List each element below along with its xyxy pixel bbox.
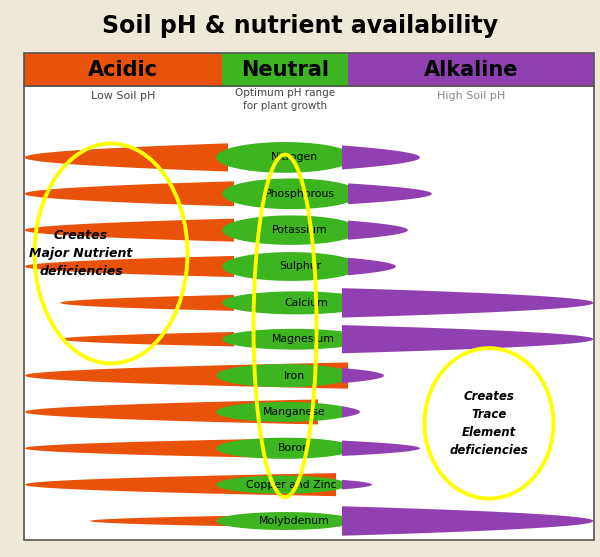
Polygon shape [216,142,354,173]
Polygon shape [222,329,366,350]
Polygon shape [24,143,228,172]
Polygon shape [342,506,594,536]
Text: Copper and Zinc: Copper and Zinc [246,480,336,490]
Polygon shape [222,216,360,245]
Text: Nitrogen: Nitrogen [271,153,317,163]
Text: Molybdenum: Molybdenum [259,516,329,526]
Polygon shape [216,364,354,387]
Bar [222,53,348,86]
Text: Soil pH & nutrient availability: Soil pH & nutrient availability [102,14,498,38]
Polygon shape [222,178,360,209]
Bar [348,53,594,86]
Bar [24,53,222,86]
Text: Sulphur: Sulphur [279,261,321,271]
Bar [24,86,594,540]
Polygon shape [24,399,318,424]
Polygon shape [24,363,348,389]
Polygon shape [24,256,234,277]
Text: Neutral: Neutral [241,60,329,80]
Polygon shape [348,258,396,275]
Text: Calcium: Calcium [284,298,328,308]
Text: Manganese: Manganese [263,407,325,417]
Text: Acidic: Acidic [88,60,158,80]
Polygon shape [90,516,228,526]
Polygon shape [216,476,348,494]
Polygon shape [222,252,360,281]
Text: Phosphorous: Phosphorous [265,189,335,199]
Text: High Soil pH: High Soil pH [437,91,505,101]
Text: Low Soil pH: Low Soil pH [91,91,155,101]
Polygon shape [216,402,354,422]
Polygon shape [342,288,594,317]
Text: Boron: Boron [278,443,310,453]
Bar [24,53,594,86]
Text: Iron: Iron [283,370,305,380]
Polygon shape [24,182,234,206]
Text: Creates
Trace
Element
deficiencies: Creates Trace Element deficiencies [449,390,529,457]
Polygon shape [342,368,384,383]
Polygon shape [222,291,372,314]
Text: Optimum pH range
for plant growth: Optimum pH range for plant growth [235,88,335,111]
Text: Potassium: Potassium [272,225,328,235]
Polygon shape [216,512,354,530]
Text: Magnesium: Magnesium [272,334,334,344]
Polygon shape [348,221,408,240]
Polygon shape [60,332,234,346]
Polygon shape [24,219,234,242]
Text: Creates
Major Nutrient
deficiencies: Creates Major Nutrient deficiencies [29,229,133,278]
Polygon shape [60,295,234,311]
Polygon shape [216,438,354,459]
Polygon shape [342,480,372,490]
Polygon shape [342,325,594,353]
Polygon shape [342,145,420,169]
Polygon shape [342,406,360,418]
Polygon shape [348,183,432,204]
Polygon shape [24,438,294,458]
Polygon shape [342,441,420,456]
Text: Alkaline: Alkaline [424,60,518,80]
Polygon shape [24,473,336,496]
